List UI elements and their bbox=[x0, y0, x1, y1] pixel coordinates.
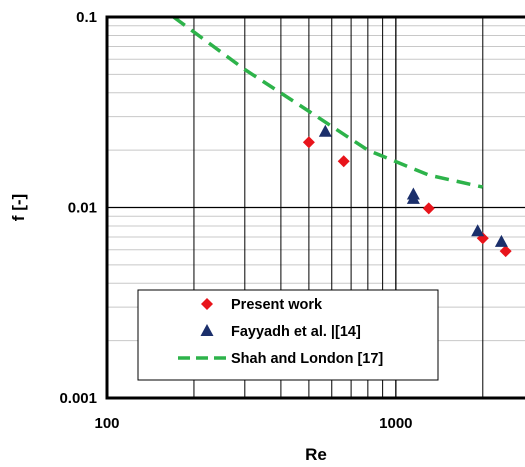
minor-grid bbox=[107, 25, 525, 342]
legend: Present work Fayyadh et al. |[14] Shah a… bbox=[137, 289, 439, 381]
plot-frame bbox=[105, 15, 525, 400]
legend-label-shah-london: Shah and London [17] bbox=[231, 351, 383, 367]
fayyadh-point bbox=[471, 224, 485, 237]
legend-label-present-work: Present work bbox=[231, 297, 323, 313]
legend-box bbox=[137, 289, 439, 381]
present-work-point bbox=[302, 136, 315, 149]
series-layer bbox=[172, 15, 512, 258]
present-work-point bbox=[422, 202, 435, 215]
fayyadh-point bbox=[318, 124, 332, 137]
x-tick-label: 1000 bbox=[379, 415, 412, 432]
y-tick-label: 0.01 bbox=[68, 200, 97, 217]
y-tick-label: 0.001 bbox=[59, 390, 97, 407]
y-tick-label: 0.1 bbox=[76, 9, 97, 26]
fayyadh-point bbox=[406, 191, 420, 204]
shah-london-line bbox=[172, 15, 484, 189]
present-work-point bbox=[337, 155, 350, 168]
y-axis-label: f [-] bbox=[9, 194, 28, 221]
legend-label-fayyadh: Fayyadh et al. |[14] bbox=[231, 324, 361, 340]
present-work-point bbox=[499, 245, 512, 258]
legend-marker-fayyadh bbox=[200, 324, 214, 336]
x-tick-label: 100 bbox=[94, 415, 119, 432]
tick-labels: 100 1000 0.001 0.01 0.1 bbox=[59, 9, 412, 432]
x-axis-label: Re bbox=[305, 445, 327, 464]
legend-marker-present-work bbox=[201, 298, 213, 310]
fayyadh-point bbox=[494, 234, 508, 247]
